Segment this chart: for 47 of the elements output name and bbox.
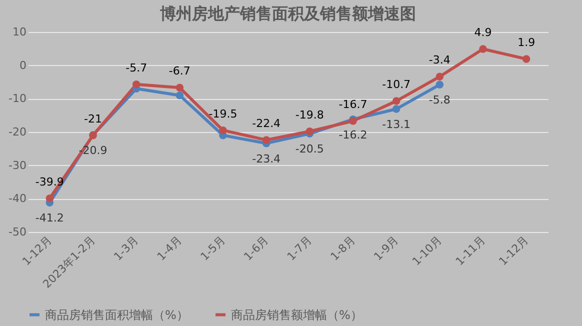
legend-label: 商品房销售面积增幅（%） [45,308,188,322]
point [479,45,487,53]
y-tick-label: 0 [20,58,26,72]
data-label: -20.5 [295,142,324,156]
y-tick-label: -30 [8,158,26,172]
x-tick-label: 1-9月 [371,234,402,264]
legend-label: 商品房销售额增幅（%） [231,308,362,322]
data-label: -5.7 [126,61,148,74]
data-label: -5.8 [428,94,450,107]
point [176,91,184,100]
x-tick-label: 1-8月 [328,234,358,264]
point [436,72,444,81]
data-label: -16.2 [338,128,368,142]
y-tick-label: -10 [8,92,26,106]
point [392,105,400,113]
point [132,80,140,88]
point [522,55,530,63]
x-tick-label: 1-5月 [198,234,228,264]
data-label: -6.7 [168,64,190,78]
x-tick-label: 1-7月 [284,234,314,264]
x-tick-label: 1-3月 [111,234,142,264]
point [262,136,270,144]
data-label: -41.2 [35,212,64,225]
data-label: -3.4 [428,54,450,67]
point [219,126,227,134]
data-label: -13.1 [382,118,411,131]
data-label: -10.7 [382,78,411,91]
point [306,127,314,136]
x-tick-label: 1-4月 [154,234,184,264]
point [392,97,400,105]
data-label: 1.9 [518,36,536,49]
data-label: -22.4 [252,117,281,130]
y-tick-label: -50 [8,226,26,238]
data-label: -19.5 [208,107,238,120]
data-label: 4.9 [474,26,492,39]
data-label: -23.4 [252,152,281,166]
chart-title: 博州房地产销售面积及销售额增速图 [159,4,416,23]
x-tick-label: 1-6月 [241,234,272,264]
point [176,84,184,92]
data-label: -21 [84,112,102,126]
y-tick-label: -20 [8,126,26,138]
y-tick-label: -40 [8,192,26,206]
point [436,80,444,89]
data-label: -16.7 [338,98,368,111]
point [46,194,54,202]
data-label: -19.8 [295,108,324,122]
y-tick-label: 10 [12,26,26,38]
